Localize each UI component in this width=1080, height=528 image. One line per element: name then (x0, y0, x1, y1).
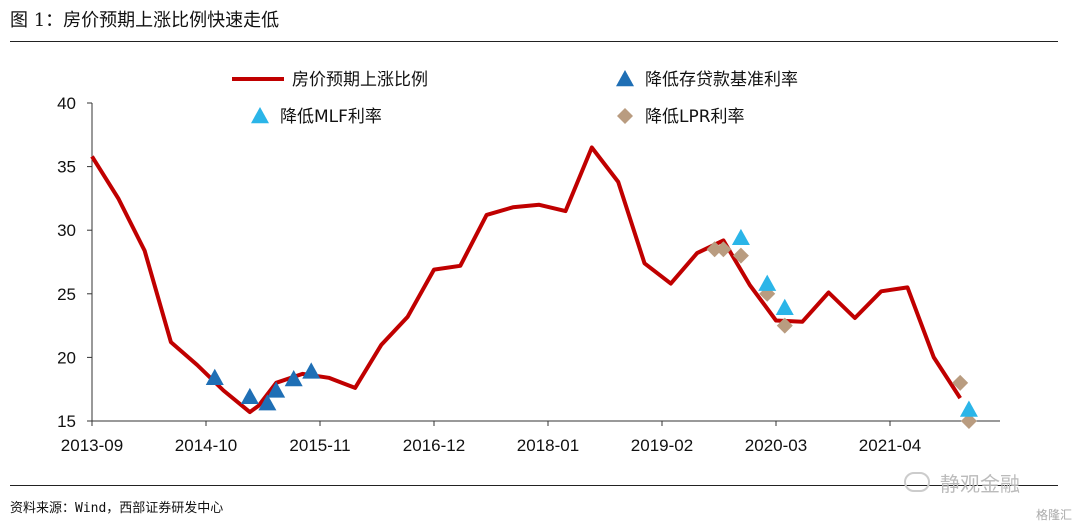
legend-label: 降低MLF利率 (280, 107, 382, 127)
figure-title: 图 1：房价预期上涨比例快速走低 (10, 10, 280, 31)
x-tick-label: 2016-12 (403, 436, 465, 455)
triangle-marker (302, 362, 321, 379)
legend-marker-swatch (616, 70, 634, 87)
triangle-marker (959, 400, 978, 417)
chart-axes: 15 20 25 30 35 40 2013-09 2014-10 2015-11 2016-12… (57, 94, 1000, 455)
y-tick-label: 15 (57, 412, 76, 431)
triangle-marker (775, 298, 794, 315)
diamond-marker (732, 247, 749, 264)
triangle-marker (267, 381, 286, 398)
corner-logo: 格隆汇 (1035, 508, 1072, 522)
y-tick-label: 25 (57, 285, 76, 304)
y-tick-label: 35 (57, 158, 76, 177)
triangle-marker (731, 228, 750, 246)
x-tick-label: 2020-03 (745, 436, 807, 455)
legend-label: 房价预期上涨比例 (292, 70, 428, 90)
watermark: 静观金融 (940, 472, 1020, 496)
triangle-marker (240, 387, 259, 405)
triangle-marker (284, 370, 303, 387)
top-rule (10, 41, 1058, 42)
triangle-marker (758, 274, 777, 291)
triangle-marker (205, 368, 224, 385)
y-tick-label: 30 (57, 221, 76, 240)
x-tick-label: 2013-09 (61, 436, 123, 455)
diamond-marker (960, 413, 977, 429)
diamond-marker (776, 317, 793, 334)
legend-label: 降低存贷款基准利率 (645, 70, 798, 90)
y-tick-label: 40 (57, 94, 76, 113)
legend-label: 降低LPR利率 (645, 107, 745, 127)
wechat-icon (904, 472, 930, 492)
diamond-marker (952, 374, 969, 391)
source-note: 资料来源：Wind，西部证券研发中心 (10, 501, 224, 516)
x-tick-label: 2018-01 (517, 436, 579, 455)
series-line (90, 145, 962, 415)
y-tick-label: 20 (57, 348, 76, 367)
x-tick-label: 2015-11 (289, 436, 350, 455)
chart-plot (90, 145, 978, 429)
x-tick-label: 2021-04 (859, 436, 921, 455)
diamond-marker (715, 241, 732, 258)
diamond-marker (706, 241, 723, 258)
triangle-marker (258, 394, 277, 411)
x-tick-label: 2019-02 (631, 436, 693, 455)
legend-marker-swatch (251, 107, 269, 124)
bottom-rule (10, 485, 1058, 486)
x-tick-label: 2014-10 (175, 436, 237, 455)
legend-marker-swatch (617, 108, 633, 124)
